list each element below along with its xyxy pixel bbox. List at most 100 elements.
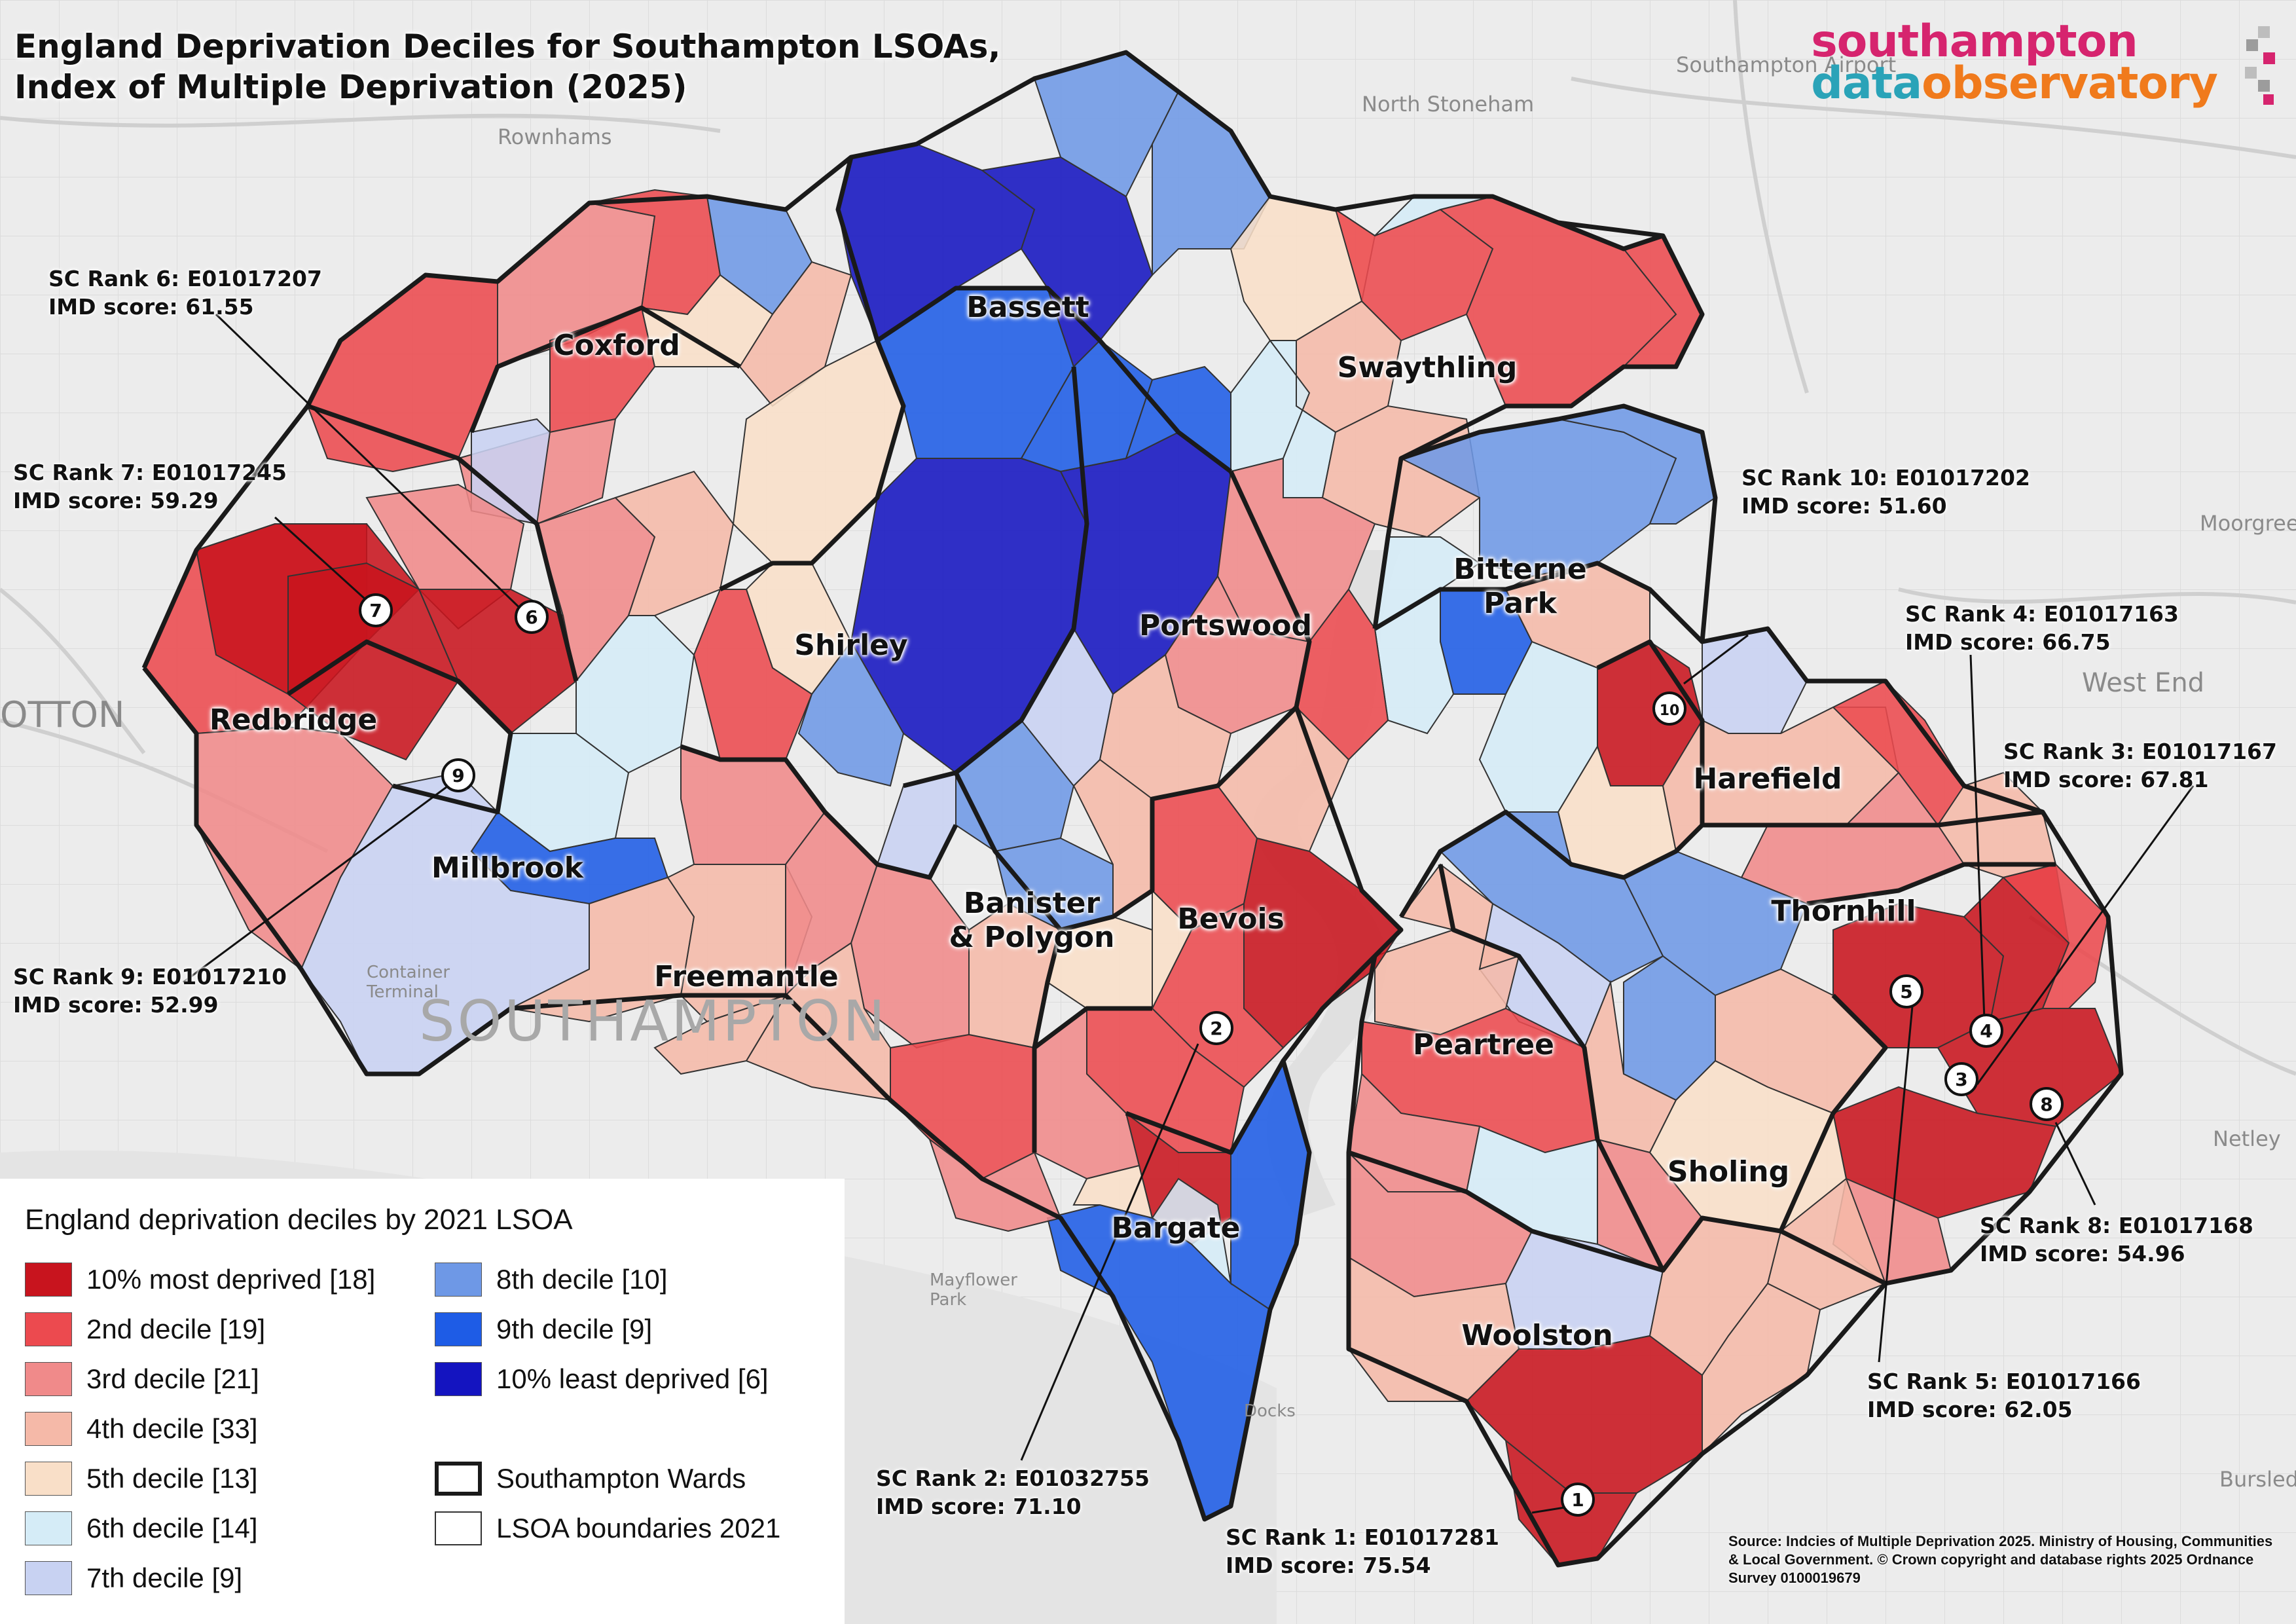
rank-marker-number: 3: [1955, 1069, 1967, 1090]
ward-label-freemantle: Freemantle: [654, 960, 839, 993]
ward-boundary-line: [680, 744, 958, 880]
legend-item-decile-4: 4th decile [33]: [25, 1412, 258, 1446]
callout-rank-3: SC Rank 3: E01017167 IMD score: 67.81: [2003, 737, 2277, 794]
callout-leader-line: [1878, 999, 1914, 1363]
rank-marker-5[interactable]: 5: [1889, 974, 1923, 1008]
legend-item-decile-7: 7th decile [9]: [25, 1561, 242, 1595]
ward-boundary-line: [1702, 809, 2043, 828]
legend-label: 6th decile [14]: [86, 1513, 258, 1543]
ward-boundary-line: [1125, 1060, 1286, 1155]
legend-swatch: [25, 1462, 72, 1496]
ward-label-portswood: Portswood: [1139, 609, 1312, 642]
callout-rank-4-line2: IMD score: 66.75: [1905, 629, 2111, 655]
lsoa-polygon[interactable]: [614, 470, 735, 616]
rank-marker-9[interactable]: 9: [441, 758, 475, 792]
callout-rank-10-line1: SC Rank 10: E01017202: [1741, 465, 2030, 490]
ward-boundary-line: [876, 286, 1233, 473]
legend-swatch: [25, 1312, 72, 1346]
ward-label-banister: Banister & Polygon: [949, 887, 1115, 955]
basemap-label-bursledon: Bursledon: [2219, 1467, 2296, 1492]
ward-boundary-line: [141, 50, 1705, 669]
ward-boundary-line: [1060, 705, 1298, 932]
brand-pixel-icon: [2245, 26, 2275, 105]
ward-boundary-line: [1398, 639, 1705, 918]
rank-marker-circle: [1944, 1062, 1978, 1096]
rank-marker-4[interactable]: 4: [1969, 1014, 2003, 1048]
callout-rank-3-line2: IMD score: 67.81: [2003, 767, 2209, 792]
rank-marker-2[interactable]: 2: [1199, 1011, 1233, 1045]
ward-label-millbrook: Millbrook: [431, 851, 583, 885]
legend-label: 2nd decile [19]: [86, 1314, 266, 1344]
lsoa-polygon[interactable]: [693, 589, 813, 760]
lsoa-polygon[interactable]: [1465, 1335, 1703, 1494]
rank-marker-8[interactable]: 8: [2030, 1087, 2064, 1121]
rank-marker-10[interactable]: 10: [1652, 692, 1686, 726]
ward-label-bitterne-park: Bitterne Park: [1453, 553, 1586, 621]
callout-rank-8-line1: SC Rank 8: E01017168: [1980, 1213, 2253, 1238]
lsoa-polygon[interactable]: [745, 942, 891, 1101]
callout-leader-line: [1976, 785, 2195, 1085]
rank-marker-circle: [1652, 692, 1686, 726]
legend-label: 5th decile [13]: [86, 1463, 258, 1494]
rank-marker-7[interactable]: 7: [359, 593, 393, 627]
legend-item-decile-8: 8th decile [10]: [435, 1263, 668, 1297]
legend-swatch: [25, 1561, 72, 1595]
rank-marker-number: 5: [1900, 981, 1912, 1003]
rank-marker-number: 2: [1210, 1018, 1222, 1039]
rank-marker-circle: [2030, 1087, 2064, 1121]
rank-marker-number: 8: [2040, 1094, 2052, 1115]
ward-label-banister-text: Banister & Polygon: [949, 887, 1115, 954]
lsoa-polygon[interactable]: [287, 562, 460, 761]
basemap-label-airport: Southampton Airport: [1676, 52, 1897, 77]
ward-boundary-line: [1557, 220, 1664, 251]
lsoa-polygon[interactable]: [1034, 1007, 1140, 1180]
ward-label-coxford: Coxford: [553, 329, 680, 362]
brand-logo: southampton dataobservatory: [1811, 16, 2218, 106]
ward-boundary-line: [469, 305, 741, 434]
rank-marker-number: 7: [369, 600, 382, 621]
legend-item-decile-9: 9th decile [9]: [435, 1312, 652, 1346]
callout-rank-9-line1: SC Rank 9: E01017210: [13, 964, 287, 989]
rank-marker-number: 4: [1980, 1020, 1992, 1042]
callout-rank-7-line2: IMD score: 59.29: [13, 488, 219, 513]
legend-label-wards: Southampton Wards: [496, 1463, 746, 1494]
callout-rank-6-line2: IMD score: 61.55: [48, 294, 254, 320]
lsoa-polygon[interactable]: [797, 640, 905, 787]
rank-marker-6[interactable]: 6: [515, 600, 549, 634]
callout-rank-8-line2: IMD score: 54.96: [1980, 1241, 2185, 1266]
legend-label: 3rd decile [21]: [86, 1363, 259, 1394]
rank-marker-circle: [1889, 974, 1923, 1008]
ward-label-thornhill: Thornhill: [1771, 895, 1916, 928]
rank-marker-3[interactable]: 3: [1944, 1062, 1978, 1096]
basemap-label-southampton: SOUTHAMPTON: [419, 989, 888, 1054]
ward-boundary-line: [1346, 403, 2124, 1568]
source-note: Source: Indcies of Multiple Deprivation …: [1728, 1533, 2273, 1586]
rank-marker-circle: [515, 600, 549, 634]
legend-label: 7th decile [9]: [86, 1562, 243, 1593]
rank-marker-1[interactable]: 1: [1561, 1483, 1595, 1517]
map-title: England Deprivation Deciles for Southamp…: [14, 26, 1000, 107]
ward-label-harefield: Harefield: [1693, 762, 1842, 796]
basemap-label-container-terminal: Container Terminal: [367, 963, 450, 1002]
ward-label-sholing: Sholing: [1667, 1155, 1790, 1189]
rank-marker-number: 1: [1571, 1489, 1584, 1511]
callout-rank-6-line1: SC Rank 6: E01017207: [48, 266, 322, 291]
lsoa-polygon[interactable]: [2002, 863, 2109, 1009]
ward-label-swaythling: Swaythling: [1337, 351, 1518, 384]
callout-rank-7-line1: SC Rank 7: E01017245: [13, 460, 287, 485]
rank-marker-number: 6: [525, 606, 538, 628]
ward-label-woolston: Woolston: [1461, 1319, 1613, 1352]
lsoa-polygon[interactable]: [653, 994, 788, 1075]
ward-label-bargate: Bargate: [1111, 1211, 1241, 1245]
ward-boundary-line: [1806, 862, 2056, 906]
callout-leader-line: [1683, 634, 1749, 685]
brand-logo-line1: southampton: [1811, 16, 2138, 67]
ward-boundary-line: [1032, 1006, 1152, 1050]
legend-label: 9th decile [9]: [496, 1314, 653, 1344]
rank-marker-circle: [1561, 1483, 1595, 1517]
lsoa-polygon[interactable]: [837, 143, 1036, 342]
callout-rank-9: SC Rank 9: E01017210 IMD score: 52.99: [13, 963, 287, 1019]
basemap-label-netley: Netley: [2213, 1126, 2281, 1151]
lsoa-polygon[interactable]: [1151, 1177, 1232, 1285]
callout-rank-2: SC Rank 2: E01032755 IMD score: 71.10: [876, 1464, 1150, 1521]
